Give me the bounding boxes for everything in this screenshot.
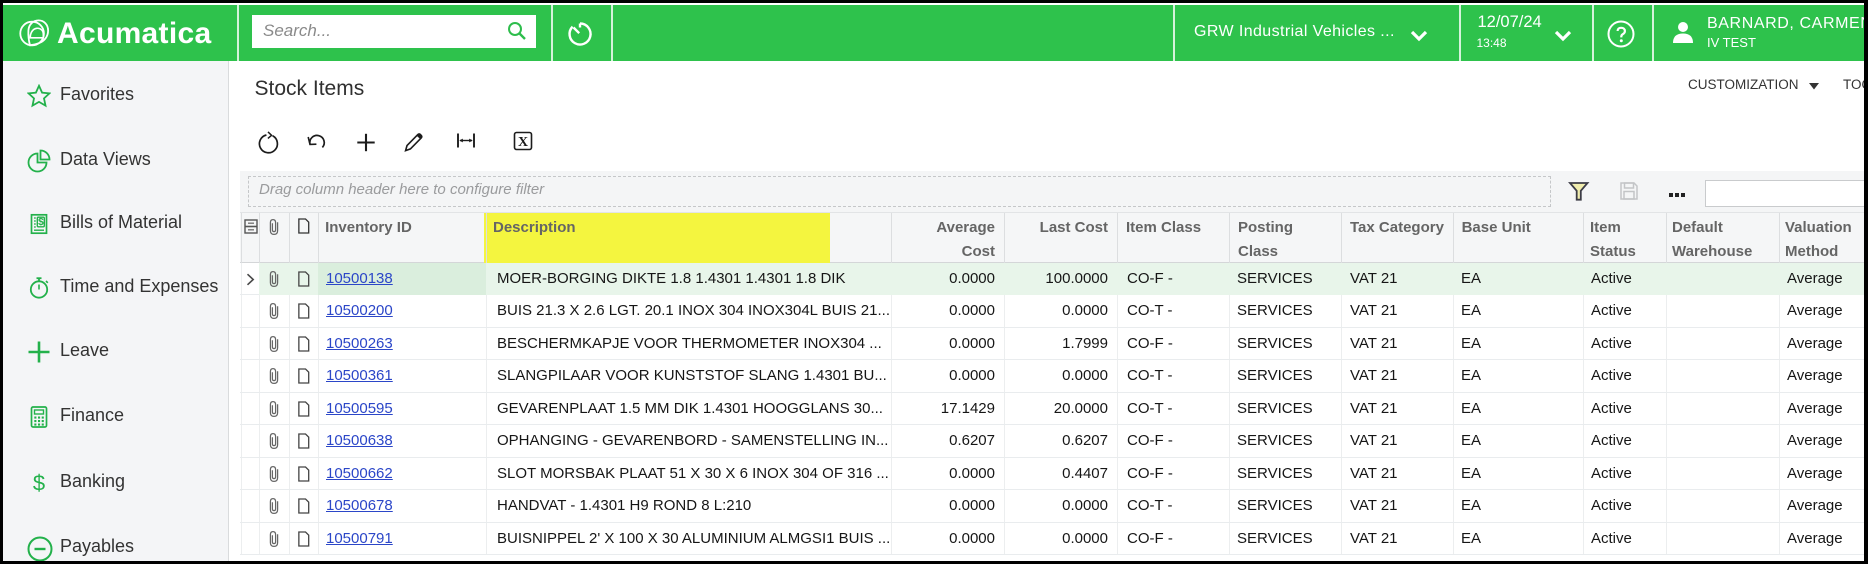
svg-text:X: X: [518, 135, 528, 150]
svg-text:$: $: [33, 471, 45, 495]
svg-text:$: $: [38, 217, 44, 228]
